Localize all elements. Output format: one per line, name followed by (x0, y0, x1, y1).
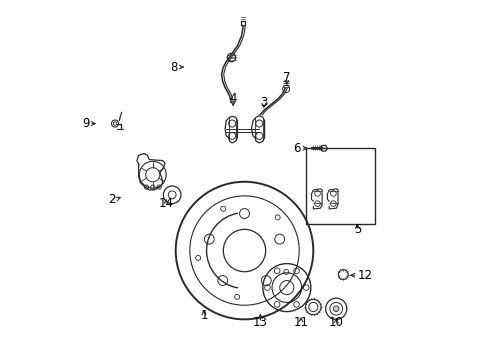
Text: 7: 7 (283, 71, 290, 84)
Text: 5: 5 (353, 223, 360, 236)
Text: 13: 13 (252, 316, 267, 329)
Text: 10: 10 (328, 316, 343, 329)
Text: 11: 11 (293, 316, 308, 329)
Text: 14: 14 (158, 198, 173, 211)
Text: 8: 8 (170, 60, 177, 73)
Bar (305, 148, 374, 224)
Text: 1: 1 (200, 309, 207, 322)
Text: 2: 2 (108, 193, 116, 206)
Text: 9: 9 (81, 117, 89, 130)
Text: 6: 6 (293, 142, 300, 155)
Text: 4: 4 (229, 93, 237, 105)
Text: 3: 3 (260, 96, 267, 109)
Text: 12: 12 (357, 269, 372, 282)
Circle shape (333, 306, 338, 312)
